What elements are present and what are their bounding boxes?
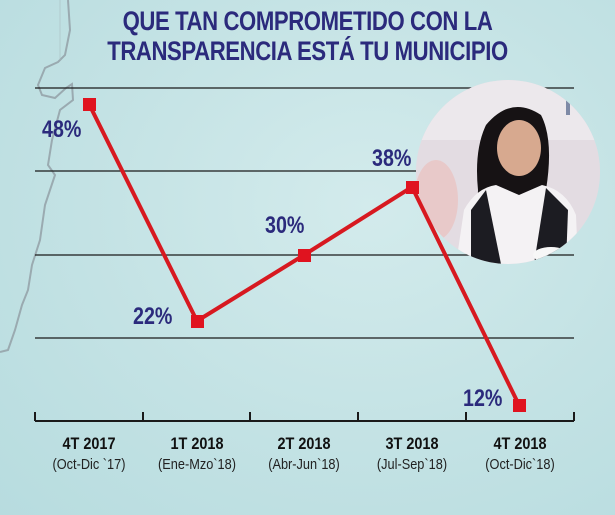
data-label-1t2018: 22% bbox=[133, 303, 173, 330]
data-label-4t2018: 12% bbox=[463, 385, 503, 412]
quarter-label: 4T 2018 bbox=[493, 434, 547, 453]
range-label: (Oct-Dic `17) bbox=[52, 456, 126, 473]
range-label: (Jul-Sep`18) bbox=[376, 456, 448, 473]
title-line-1: QUE TAN COMPROMETIDO CON LA bbox=[122, 6, 493, 36]
x-tick-label: 1T 2018 (Ene-Mzo`18) bbox=[143, 434, 251, 473]
quarter-label: 4T 2017 bbox=[62, 434, 116, 453]
map-outline bbox=[0, 0, 75, 353]
range-label: (Abr-Jun`18) bbox=[268, 456, 340, 473]
portrait-illustration bbox=[416, 80, 600, 264]
x-tick-label: 3T 2018 (Jul-Sep`18) bbox=[358, 434, 466, 473]
range-label: (Oct-Dic`18) bbox=[485, 456, 555, 473]
portrait-photo bbox=[416, 80, 600, 264]
data-label-3t2018: 38% bbox=[372, 145, 412, 172]
x-axis bbox=[34, 412, 575, 422]
data-label-2t2018: 30% bbox=[265, 212, 305, 239]
x-tick-label: 4T 2018 (Oct-Dic`18) bbox=[466, 434, 574, 473]
title-line-2: TRANSPARENCIA ESTÁ TU MUNICIPIO bbox=[107, 36, 508, 66]
quarter-label: 1T 2018 bbox=[170, 434, 224, 453]
chart-title: QUE TAN COMPROMETIDO CON LA TRANSPARENCI… bbox=[55, 6, 559, 66]
x-tick-label: 4T 2017 (Oct-Dic `17) bbox=[35, 434, 143, 473]
x-tick-label: 2T 2018 (Abr-Jun`18) bbox=[250, 434, 358, 473]
data-label-4t2017: 48% bbox=[42, 116, 82, 143]
quarter-label: 2T 2018 bbox=[277, 434, 331, 453]
range-label: (Ene-Mzo`18) bbox=[158, 456, 236, 473]
quarter-label: 3T 2018 bbox=[385, 434, 439, 453]
